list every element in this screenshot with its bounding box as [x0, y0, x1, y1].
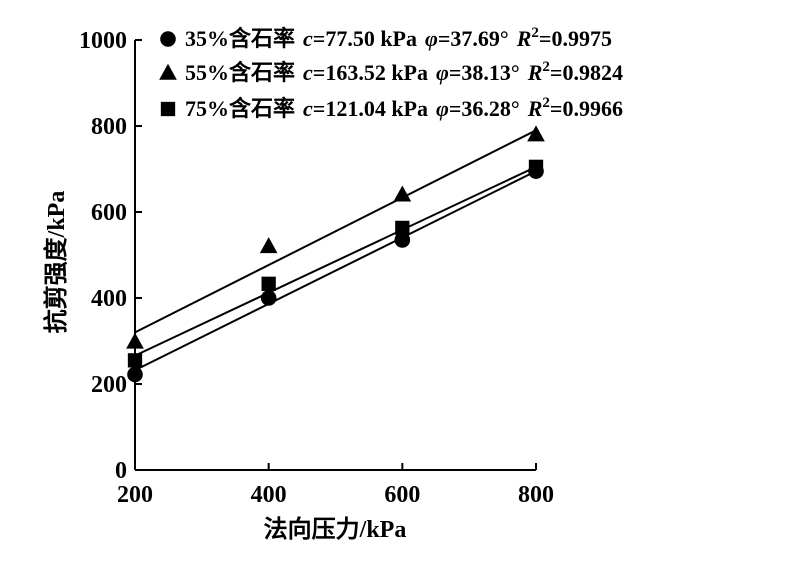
legend-c-label: c — [303, 96, 313, 121]
y-tick-label: 0 — [115, 458, 127, 484]
data-point-square — [528, 159, 544, 174]
legend-marker-circle — [160, 31, 176, 47]
legend-phi-value: =37.69° — [438, 26, 509, 51]
x-tick-label: 800 — [518, 482, 554, 508]
legend-phi-value: =38.13° — [449, 60, 520, 85]
data-points — [126, 125, 545, 383]
legend-c-value: =121.04 kPa — [313, 96, 428, 121]
data-point-triangle — [126, 332, 144, 349]
legend-item: 55%含石率 c=163.52 kPa φ=38.13° R2=0.9824 — [159, 59, 623, 85]
y-axis-label: 抗剪强度/kPa — [42, 191, 70, 334]
data-point-circle — [394, 232, 411, 248]
legend-c-label: c — [303, 60, 313, 85]
data-point-square — [261, 276, 276, 291]
legend-r2-value: =0.9824 — [550, 60, 623, 85]
legend-text: 55%含石率 c=163.52 kPa φ=38.13° R2=0.9824 — [185, 59, 623, 85]
legend-c-value: =77.50 kPa — [313, 26, 417, 51]
x-tick-label: 600 — [384, 482, 420, 508]
legend-text: 75%含石率 c=121.04 kPa φ=36.28° R2=0.9966 — [185, 95, 623, 121]
legend-r2-value: =0.9975 — [539, 26, 612, 51]
data-point-square — [395, 220, 410, 236]
legend-r2-sup: 2 — [531, 25, 539, 41]
y-tick-label: 200 — [91, 372, 127, 398]
fit-line — [134, 170, 537, 372]
legend-r2-label: R — [527, 60, 543, 85]
legend-phi-label: φ — [436, 96, 449, 121]
legend-r2-value: =0.9966 — [550, 96, 623, 121]
legend-phi-value: =36.28° — [449, 96, 520, 121]
legend-item: 35%含石率 c=77.50 kPa φ=37.69° R2=0.9975 — [160, 25, 612, 51]
y-tick-label: 600 — [91, 200, 127, 226]
fit-lines — [134, 129, 537, 372]
legend-phi-label: φ — [425, 26, 438, 51]
legend-marker-triangle — [159, 63, 177, 80]
legend: 35%含石率 c=77.50 kPa φ=37.69° R2=0.997555%含石率… — [159, 25, 623, 121]
fit-line — [134, 129, 537, 334]
legend-c-value: =163.52 kPa — [313, 60, 428, 85]
y-tick-label: 400 — [91, 286, 127, 312]
data-point-triangle — [393, 185, 412, 202]
legend-c-label: c — [303, 26, 313, 51]
x-tick-label: 200 — [117, 482, 153, 508]
data-point-square — [127, 353, 143, 368]
legend-name: 35%含石率 — [185, 26, 295, 51]
data-point-circle — [127, 366, 143, 383]
legend-r2-sup: 2 — [542, 59, 550, 75]
y-tick-label: 800 — [91, 114, 127, 140]
legend-r2-label: R — [516, 26, 532, 51]
data-point-circle — [260, 290, 277, 306]
x-axis-label: 法向压力/kPa — [264, 515, 407, 543]
legend-name: 55%含石率 — [185, 60, 295, 85]
axes — [134, 40, 536, 471]
legend-item: 75%含石率 c=121.04 kPa φ=36.28° R2=0.9966 — [160, 95, 623, 121]
legend-name: 75%含石率 — [185, 96, 295, 121]
fit-line — [134, 165, 537, 357]
legend-r2-label: R — [527, 96, 543, 121]
y-tick-label: 1000 — [79, 28, 127, 54]
x-tick-label: 400 — [251, 482, 287, 508]
legend-phi-label: φ — [436, 60, 449, 85]
legend-text: 35%含石率 c=77.50 kPa φ=37.69° R2=0.9975 — [185, 25, 612, 51]
legend-marker-square — [160, 101, 176, 117]
data-point-triangle — [259, 237, 278, 254]
legend-r2-sup: 2 — [542, 95, 550, 111]
data-point-triangle — [527, 125, 545, 142]
